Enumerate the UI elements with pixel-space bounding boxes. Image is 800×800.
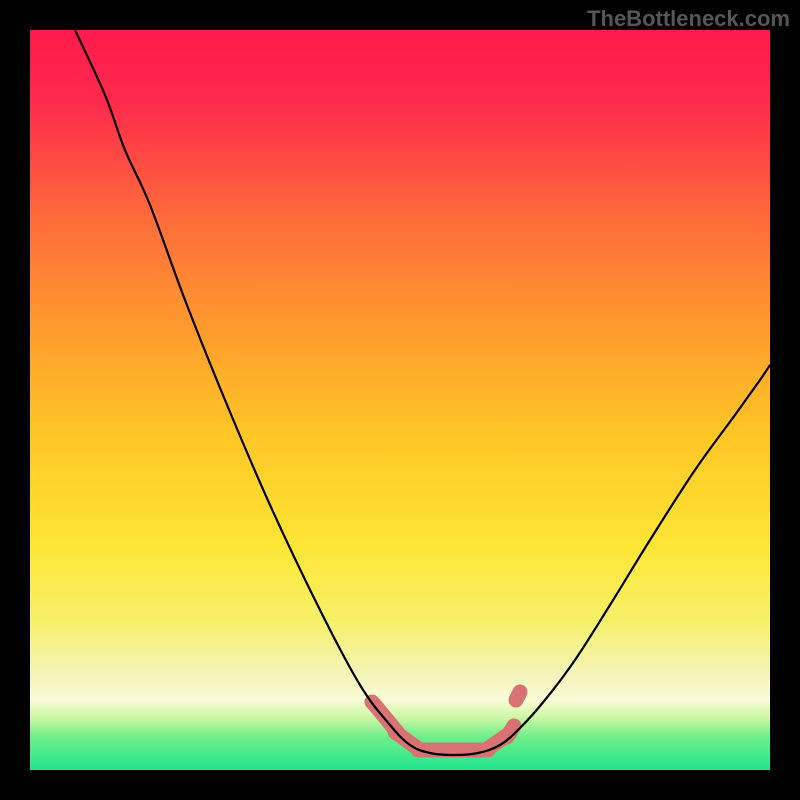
- bottleneck-curve-chart: [0, 0, 800, 800]
- chart-container: TheBottleneck.com: [0, 0, 800, 800]
- plot-area: [30, 30, 770, 770]
